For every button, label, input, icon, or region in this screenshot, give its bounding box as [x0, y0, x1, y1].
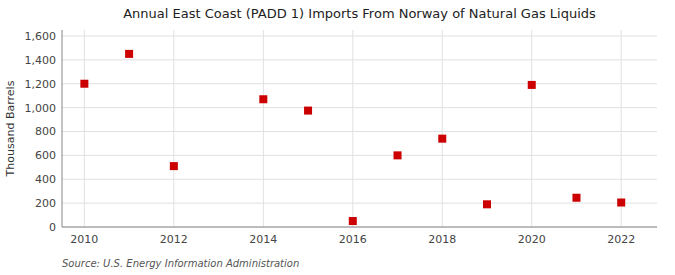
x-tick-label: 2014 — [249, 233, 277, 246]
x-grid-line — [442, 30, 443, 227]
y-tick-label: 800 — [35, 125, 56, 138]
x-grid-line — [263, 30, 264, 227]
scatter-point — [170, 162, 178, 170]
y-tick-label: 1,400 — [25, 54, 57, 67]
y-axis-label: Thousand Barrels — [4, 80, 17, 177]
x-tick-label: 2020 — [518, 233, 546, 246]
x-grid-line — [531, 30, 532, 227]
chart-title: Annual East Coast (PADD 1) Imports From … — [123, 6, 596, 21]
x-tick-label: 2018 — [428, 233, 456, 246]
y-tick-label: 600 — [35, 149, 56, 162]
x-tick-label: 2010 — [70, 233, 98, 246]
scatter-point — [438, 135, 446, 143]
x-grid-line — [621, 30, 622, 227]
scatter-point — [572, 194, 580, 202]
x-grid-line — [84, 30, 85, 227]
y-grid-line — [62, 155, 657, 156]
y-axis-line — [62, 30, 63, 227]
y-grid-line — [62, 83, 657, 84]
scatter-point — [617, 199, 625, 207]
scatter-point — [80, 80, 88, 88]
scatter-point — [304, 107, 312, 115]
chart-svg: Annual East Coast (PADD 1) Imports From … — [0, 0, 675, 275]
x-tick-label: 2012 — [160, 233, 188, 246]
chart-container: Annual East Coast (PADD 1) Imports From … — [0, 0, 675, 275]
x-grid-line — [352, 30, 353, 227]
y-grid-line — [62, 107, 657, 108]
y-tick-label: 1,000 — [25, 102, 57, 115]
y-grid-line — [62, 179, 657, 180]
grid — [62, 30, 657, 227]
scatter-point — [394, 151, 402, 159]
scatter-point — [349, 217, 357, 225]
points — [80, 50, 625, 225]
y-tick-label: 0 — [49, 221, 56, 234]
y-grid-line — [62, 35, 657, 36]
scatter-point — [483, 200, 491, 208]
scatter-point — [528, 81, 536, 89]
x-tick-label: 2016 — [339, 233, 367, 246]
y-tick-label: 400 — [35, 173, 56, 186]
y-grid-line — [62, 59, 657, 60]
x-grid-line — [173, 30, 174, 227]
x-tick-label: 2022 — [607, 233, 635, 246]
scatter-point — [125, 50, 133, 58]
y-grid-line — [62, 227, 657, 228]
source-note: Source: U.S. Energy Information Administ… — [62, 258, 299, 269]
y-grid-line — [62, 131, 657, 132]
scatter-point — [259, 95, 267, 103]
y-tick-label: 1,200 — [25, 78, 57, 91]
x-axis-line — [62, 227, 657, 228]
y-tick-label: 1,600 — [25, 30, 57, 43]
y-tick-label: 200 — [35, 197, 56, 210]
y-grid-line — [62, 203, 657, 204]
